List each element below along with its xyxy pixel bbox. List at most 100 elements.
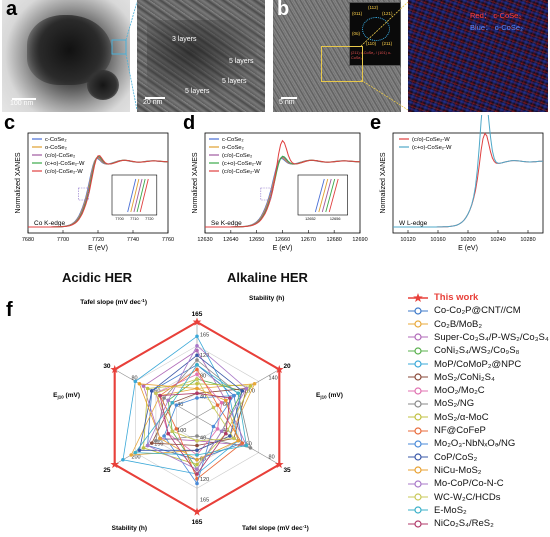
axis-title-unit: (mV) xyxy=(327,392,343,399)
x-tick-label: 7760 xyxy=(162,237,174,243)
radar-point xyxy=(166,398,171,403)
inset-series-line xyxy=(130,178,140,213)
edge-label: W L-edge xyxy=(399,220,428,227)
radar-axis-title: Tafel slope (mV dec-1) xyxy=(80,298,147,306)
layer-annotation: 5 layers xyxy=(229,58,254,65)
radar-point xyxy=(137,381,142,386)
radar-point xyxy=(195,457,199,462)
inset-tick-label: 7710 xyxy=(130,217,138,221)
x-tick-label: 10200 xyxy=(460,237,475,243)
legend-label: NF@CoFeP xyxy=(434,425,486,436)
scale-bar xyxy=(145,97,165,99)
legend-label: Mo₂O₃-NbNₓOₔ/NG xyxy=(434,438,516,450)
legend-label: Super-Co₃S₄/P-WS₂/Co₃S₄ xyxy=(434,331,549,343)
radar-tick-label: 60 xyxy=(223,402,229,408)
radar-point xyxy=(162,396,166,400)
radar-point xyxy=(145,386,150,391)
x-tick-label: 10240 xyxy=(490,237,505,243)
radar-point xyxy=(195,334,199,339)
legend-item: NiCo₂S₄/ReS₂ xyxy=(408,517,494,530)
radar-point xyxy=(232,393,236,398)
legend-label: WC-W₂C/HCDs xyxy=(434,491,501,503)
inset-series-line xyxy=(325,178,336,213)
legend-label: Co-Co₂P@CNT//CM xyxy=(434,305,521,317)
legend-marker xyxy=(408,506,428,514)
radar-point xyxy=(195,448,199,453)
legend-marker xyxy=(408,493,428,501)
x-tick-label: 12630 xyxy=(197,237,212,243)
radar-point xyxy=(133,379,138,384)
radar-point xyxy=(195,358,199,362)
panel-letter-b: b xyxy=(277,0,290,20)
legend-label: Co₂B/MoB₂ xyxy=(434,318,483,330)
xanes-chart-c: c Normalized XANES 7680 7700 7720 7740 7760 E (… xyxy=(4,115,174,252)
zoom-connector-lines xyxy=(111,1,409,111)
legend-item: NiCu-MoS₂ xyxy=(408,464,482,477)
radar-tick-label: 80 xyxy=(200,374,206,380)
radar-axis-max: 30 xyxy=(103,363,111,370)
panel-letter-f: f xyxy=(6,299,13,321)
legend-entry: o-CoSe₂ xyxy=(222,145,244,151)
radar-point xyxy=(195,381,199,386)
radar-point xyxy=(248,384,253,388)
radar-point xyxy=(195,353,199,358)
legend-label: MoO₂/Mo₂C xyxy=(434,385,485,397)
xanes-chart-e: e Normalized XANES 10120 10160 10200 10240 102… xyxy=(370,115,544,252)
axis-title-main: Stability (h) xyxy=(112,525,147,532)
radar-point xyxy=(137,448,142,453)
axis-title-main: Stability (h) xyxy=(249,295,284,302)
edge-label: Se K-edge xyxy=(211,220,242,227)
radar-point xyxy=(232,436,236,441)
radar-point xyxy=(215,427,220,431)
legend-marker xyxy=(408,307,428,315)
inset-source-box xyxy=(78,187,89,201)
radar-point xyxy=(195,362,199,367)
legend-item: MoO₂/Mo₂C xyxy=(408,384,485,397)
radar-tick-label: 100 xyxy=(177,428,186,434)
radar-point xyxy=(195,467,199,472)
panel-letter-e: e xyxy=(370,115,381,134)
legend-marker xyxy=(408,413,428,421)
inset-series-line xyxy=(133,178,143,213)
inset-series-line xyxy=(136,178,146,213)
axis-title-sup: -1 xyxy=(303,524,307,529)
legend-marker xyxy=(408,320,428,328)
legend-item: MoP/CoMoP₂@NPC xyxy=(408,358,521,371)
radar-point xyxy=(219,400,224,405)
legend-item: Mo-CoP/Co-N-C xyxy=(408,477,504,490)
radar-point-star xyxy=(192,317,202,326)
fft-inset: (011) (112) (121) (211) (0ū) (110) (211)… xyxy=(349,2,401,66)
legend-entry: (c+o)-CoSe₂-W xyxy=(412,145,452,151)
radar-tick-label: 40 xyxy=(200,436,206,442)
inset-series-line xyxy=(127,178,137,213)
legend-entry: (c/o)-CoSe₂ xyxy=(222,153,252,159)
radar-axis-title: Tafel slope (mV dec-1) xyxy=(242,524,309,532)
radar-point xyxy=(228,396,232,400)
radar-point xyxy=(158,436,162,441)
radar-tick-label: 165 xyxy=(200,332,209,338)
legend-label: This work xyxy=(434,292,479,303)
radar-point xyxy=(162,434,166,438)
section-label-acidic: Acidic HER xyxy=(62,270,133,285)
legend-item: MoS₂/α-MoC xyxy=(408,411,489,424)
inset-tick-label: 12652 xyxy=(305,217,316,221)
legend-item: CoP/CoS₂ xyxy=(408,451,477,464)
radar-point xyxy=(211,424,216,429)
radar-tick-label: 80 xyxy=(131,375,137,381)
radar-point-star xyxy=(192,507,202,516)
legend-item: Co-Co₂P@CNT//CM xyxy=(408,304,521,317)
legend-item: E-MoS₂ xyxy=(408,504,467,517)
radar-tick-label: 150 xyxy=(154,441,163,447)
x-tick-label: 12650 xyxy=(249,237,264,243)
radar-point xyxy=(244,443,249,448)
legend-item: Co₂B/MoB₂ xyxy=(408,318,482,331)
radar-point-star xyxy=(110,460,119,469)
radar-point xyxy=(195,343,199,348)
phase-map-image: Red： c-CoSe₂ Blue： o-CoSe₂ xyxy=(408,0,548,112)
radar-point xyxy=(195,386,199,391)
radar-axis-max: 25 xyxy=(103,467,111,474)
legend-entry: (c+o)-CoSe₂-W xyxy=(45,161,85,167)
radar-point xyxy=(223,431,228,436)
tem-image-low-mag: 100 nm xyxy=(2,0,130,112)
radar-point xyxy=(240,389,245,393)
